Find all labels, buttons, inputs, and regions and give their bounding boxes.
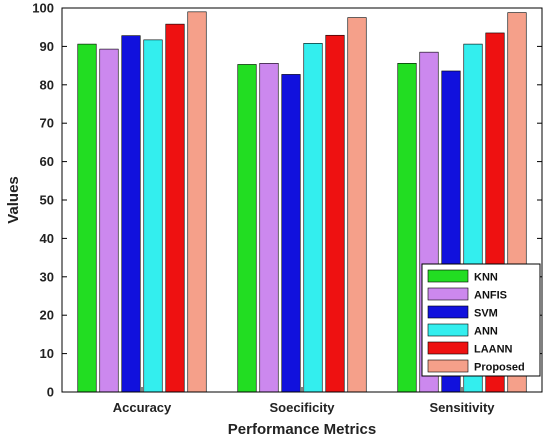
legend-swatch-anfis xyxy=(427,287,469,301)
x-tick-label: Accuracy xyxy=(113,400,172,415)
legend-swatch-laann xyxy=(427,341,469,355)
legend: KNN ANFIS SVM ANN LAANN Proposed xyxy=(421,263,541,377)
legend-swatch-knn xyxy=(427,269,469,283)
legend-label-ann: ANN xyxy=(474,326,498,338)
bar-svm-soecificity xyxy=(281,74,301,393)
y-tick-label: 40 xyxy=(40,231,54,246)
bar-ann-soecificity xyxy=(303,43,323,393)
legend-label-knn: KNN xyxy=(474,272,498,284)
bar-proposed-accuracy xyxy=(187,11,207,393)
legend-label-proposed: Proposed xyxy=(474,362,525,374)
bar-proposed-soecificity xyxy=(347,17,367,393)
y-tick-label: 20 xyxy=(40,308,54,323)
y-tick-label: 100 xyxy=(32,1,54,16)
legend-box xyxy=(421,263,541,377)
x-tick-label: Sensitivity xyxy=(429,400,495,415)
x-tick-label: Soecificity xyxy=(269,400,335,415)
y-tick-label: 30 xyxy=(40,269,54,284)
bar-ann-accuracy xyxy=(143,39,163,393)
y-tick-label: 60 xyxy=(40,154,54,169)
bar-knn-accuracy xyxy=(77,43,97,393)
y-tick-label: 50 xyxy=(40,193,54,208)
bar-anfis-soecificity xyxy=(259,62,279,393)
bar-knn-sensitivity xyxy=(397,62,417,393)
legend-label-laann: LAANN xyxy=(474,344,513,356)
legend-swatch-svm xyxy=(427,305,469,319)
legend-swatch-proposed xyxy=(427,359,469,373)
y-tick-label: 0 xyxy=(47,385,54,400)
y-tick-label: 90 xyxy=(40,39,54,54)
x-axis-title: Performance Metrics xyxy=(228,421,376,438)
bars-group xyxy=(77,11,527,393)
legend-label-anfis: ANFIS xyxy=(474,290,507,302)
y-axis-title: Values xyxy=(5,176,22,224)
y-tick-label: 10 xyxy=(40,346,54,361)
y-tick-label: 70 xyxy=(40,116,54,131)
axes-group: Accuracy Soecificity Sensitivity 0 10 20 30 40 5… xyxy=(32,1,543,415)
y-tick-label: 80 xyxy=(40,77,54,92)
bar-knn-soecificity xyxy=(237,64,257,393)
legend-swatch-ann xyxy=(427,323,469,337)
bar-anfis-accuracy xyxy=(99,48,119,393)
bar-svm-accuracy xyxy=(121,35,141,393)
bar-laann-accuracy xyxy=(165,23,185,393)
legend-label-svm: SVM xyxy=(474,308,498,320)
bar-laann-soecificity xyxy=(325,34,345,393)
